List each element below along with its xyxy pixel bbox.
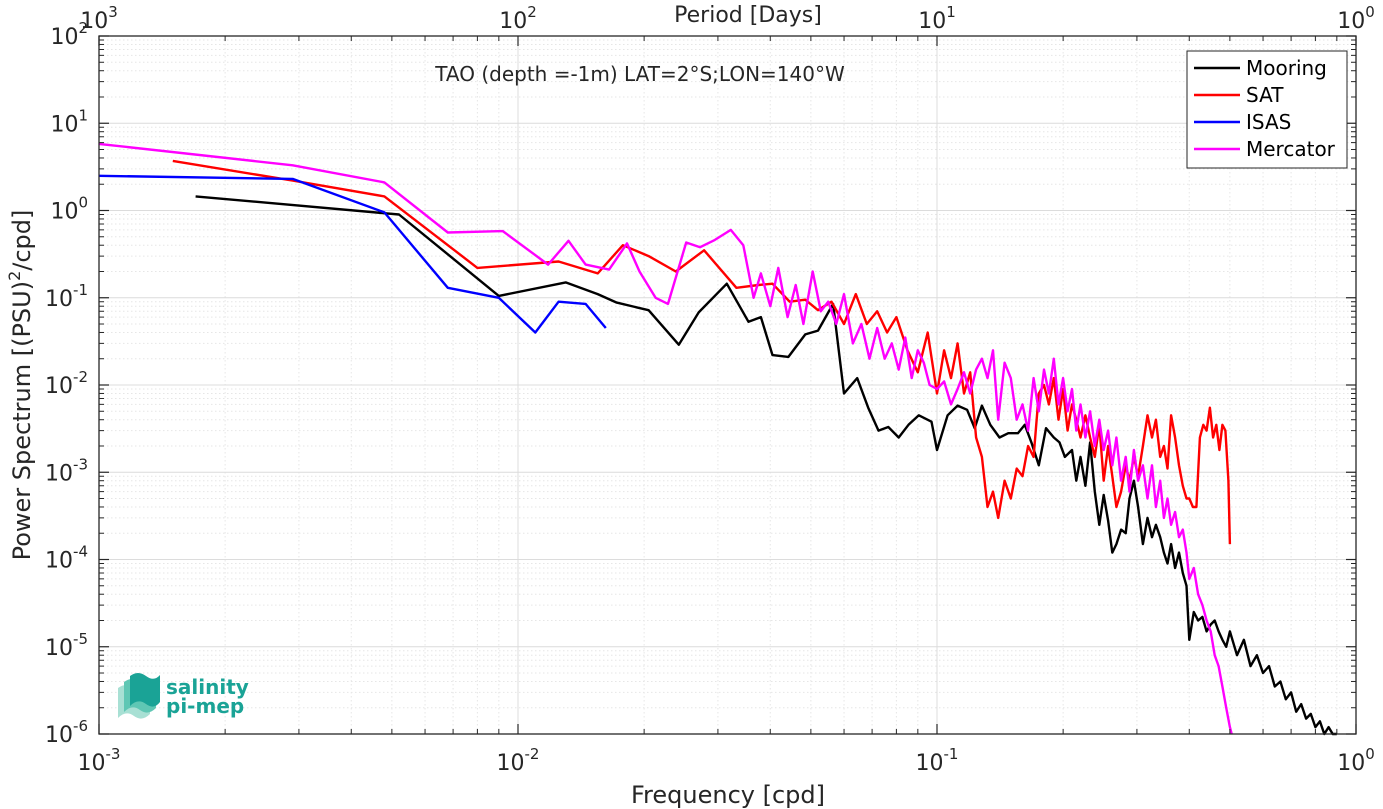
x-tick-label-exponent: -2 xyxy=(525,745,540,763)
y-tick-label-exponent: -1 xyxy=(73,281,88,299)
x-tick-label-base: 10 xyxy=(1337,751,1365,776)
top-tick-label: 101 xyxy=(918,3,956,34)
y-tick-label: 10-4 xyxy=(45,543,88,574)
y-tick-label-exponent: 2 xyxy=(78,19,88,37)
x-tick-label-base: 10 xyxy=(497,751,525,776)
series-line-mercator xyxy=(98,142,1233,735)
top-tick-label-base: 10 xyxy=(1337,9,1365,34)
series-line-mooring xyxy=(195,195,1337,736)
salinity-pi-mep-logo: salinity pi-mep xyxy=(118,673,249,719)
y-tick-label: 101 xyxy=(50,106,88,137)
y-tick-label-base: 10 xyxy=(45,636,73,661)
y-tick-label: 10-6 xyxy=(45,717,88,748)
x-tick-label-exponent: -3 xyxy=(106,745,121,763)
y-tick-label: 10-2 xyxy=(45,368,88,399)
y-tick-label-base: 10 xyxy=(45,461,73,486)
logo-text-salinity: salinity xyxy=(166,675,249,699)
y-axis-label: Power Spectrum [(PSU)2/cpd] xyxy=(5,210,36,561)
legend-label-isas: ISAS xyxy=(1246,110,1291,134)
y-axis-label-main: Power Spectrum [(PSU) xyxy=(8,281,36,560)
y-tick-label: 10-5 xyxy=(45,630,88,661)
x-tick-label: 100 xyxy=(1337,745,1375,776)
top-tick-label-exponent: 3 xyxy=(108,3,118,21)
y-tick-label-exponent: -5 xyxy=(73,630,88,648)
top-tick-label-base: 10 xyxy=(918,9,946,34)
data-series xyxy=(98,142,1337,736)
y-tick-label-base: 10 xyxy=(45,723,73,748)
top-tick-label-base: 10 xyxy=(80,9,108,34)
y-tick-label-exponent: 0 xyxy=(78,194,88,212)
logo-wave-icon xyxy=(118,673,160,719)
y-tick-label-exponent: -2 xyxy=(73,368,88,386)
x-tick-label-exponent: -1 xyxy=(944,745,959,763)
logo-text-pimep: pi-mep xyxy=(166,694,244,718)
tick-marks xyxy=(98,35,1357,735)
top-tick-label: 102 xyxy=(499,3,537,34)
x-tick-label: 10-3 xyxy=(78,745,121,776)
x-tick-label-base: 10 xyxy=(78,751,106,776)
x-tick-label: 10-1 xyxy=(916,745,959,776)
legend: Mooring SAT ISAS Mercator xyxy=(1186,50,1348,169)
x-axis-label: Frequency [cpd] xyxy=(631,781,825,809)
y-tick-label: 10-1 xyxy=(45,281,88,312)
y-tick-label-base: 10 xyxy=(50,200,78,225)
y-tick-label: 100 xyxy=(50,194,88,225)
y-tick-label-exponent: 1 xyxy=(78,106,88,124)
top-tick-label-exponent: 1 xyxy=(946,3,956,21)
top-axis-label: Period [Days] xyxy=(674,3,822,28)
y-axis-label-exponent: 2 xyxy=(5,271,24,281)
y-tick-label: 102 xyxy=(50,19,88,50)
y-axis-label-tail: /cpd] xyxy=(8,210,36,271)
y-tick-label-exponent: -4 xyxy=(73,543,88,561)
y-tick-label-base: 10 xyxy=(45,287,73,312)
y-tick-label-exponent: -3 xyxy=(73,455,88,473)
y-tick-label-base: 10 xyxy=(50,25,78,50)
tick-labels: 10-3 10-2 10-1 10010-610-510-410-310-210-11… xyxy=(45,3,1375,776)
y-tick-label: 10-3 xyxy=(45,455,88,486)
legend-label-sat: SAT xyxy=(1246,83,1284,107)
legend-label-mercator: Mercator xyxy=(1246,137,1336,161)
legend-label-mooring: Mooring xyxy=(1246,56,1327,80)
y-tick-label-base: 10 xyxy=(45,374,73,399)
top-tick-label-exponent: 2 xyxy=(527,3,537,21)
top-tick-label-exponent: 0 xyxy=(1365,3,1375,21)
y-tick-label-exponent: -6 xyxy=(73,717,88,735)
x-tick-label-base: 10 xyxy=(916,751,944,776)
x-tick-label: 10-2 xyxy=(497,745,540,776)
top-tick-label: 100 xyxy=(1337,3,1375,34)
x-tick-label-exponent: 0 xyxy=(1365,745,1375,763)
series-line-isas xyxy=(98,174,607,334)
y-tick-label-base: 10 xyxy=(45,549,73,574)
top-tick-label-base: 10 xyxy=(499,9,527,34)
top-tick-label: 103 xyxy=(80,3,118,34)
y-tick-label-base: 10 xyxy=(50,112,78,137)
chart-title: TAO (depth =-1m) LAT=2°S;LON=140°W xyxy=(434,62,845,86)
